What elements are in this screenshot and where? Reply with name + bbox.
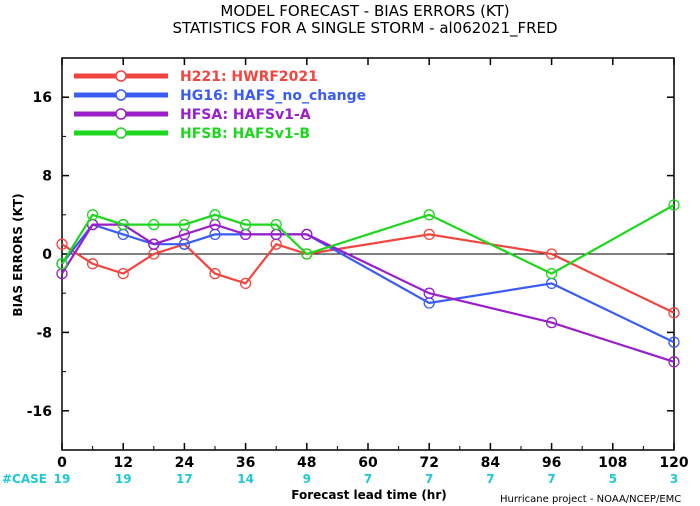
case-count: 7: [547, 472, 555, 486]
credit-text: Hurricane project - NOAA/NCEP/EMC: [500, 494, 681, 505]
data-point: [668, 356, 680, 368]
legend-marker: [115, 89, 127, 101]
case-label: #CASE: [2, 472, 47, 486]
legend-item-hfsa: HFSA: HAFSv1-A: [74, 107, 311, 123]
x-tick-label: 60: [358, 455, 378, 471]
data-point: [148, 238, 160, 250]
data-point: [117, 218, 129, 231]
data-point: [117, 267, 129, 280]
x-tick-label: 12: [113, 455, 132, 471]
x-tick-label: 108: [598, 455, 627, 471]
x-tick-label: 72: [419, 455, 438, 471]
series-line: [61, 223, 675, 344]
case-count: 14: [237, 472, 254, 486]
legend: H221: HWRF2021 HG16: HAFS_no_change HFSA: …: [74, 69, 366, 142]
data-point: [545, 248, 558, 260]
case-count: 3: [670, 472, 678, 486]
case-count: 5: [609, 472, 617, 486]
legend-label: H221: HWRF2021: [180, 69, 318, 85]
legend-marker: [115, 127, 127, 139]
data-point: [423, 287, 435, 299]
data-point: [270, 218, 282, 231]
y-tick-label: -16: [27, 404, 52, 420]
case-count: 7: [486, 472, 494, 486]
data-point: [423, 228, 435, 241]
series-hg16: [56, 218, 680, 348]
legend-label: HFSA: HAFSv1-A: [180, 107, 311, 123]
y-tick-label: 0: [42, 247, 52, 263]
data-point: [239, 277, 252, 290]
chart-title: MODEL FORECAST - BIAS ERRORS (KT): [220, 2, 509, 20]
x-tick-label: 48: [297, 455, 316, 471]
data-point: [668, 307, 680, 319]
case-count: 7: [425, 472, 433, 486]
x-axis-label: Forecast lead time (hr): [291, 488, 447, 502]
legend-item-hfsb: HFSB: HAFSv1-B: [74, 126, 310, 142]
data-point: [668, 336, 680, 348]
y-tick-label: 8: [42, 169, 52, 185]
plot-area: 0 12 24 36 48 60 72 84 96 108 120 16 8 0 -8 -16 19 19 17 14…: [27, 57, 689, 486]
data-point: [545, 267, 558, 280]
x-tick-label: 36: [236, 455, 255, 471]
y-tick-label: -8: [36, 325, 52, 341]
case-count: 19: [115, 472, 132, 486]
data-point: [86, 258, 99, 270]
data-point: [545, 316, 558, 329]
data-point: [209, 267, 221, 280]
data-point: [56, 238, 68, 250]
case-count: 17: [176, 472, 193, 486]
y-tick-label: 16: [33, 90, 52, 106]
data-point: [209, 209, 221, 221]
data-point: [423, 209, 435, 221]
x-tick-label: 84: [481, 455, 501, 471]
legend-label: HFSB: HAFSv1-B: [180, 126, 310, 142]
x-tick-label: 24: [175, 455, 195, 471]
case-count: 9: [303, 472, 311, 486]
legend-marker: [115, 108, 127, 120]
legend-label: HG16: HAFS_no_change: [180, 88, 366, 104]
x-tick-label: 96: [542, 455, 561, 471]
x-tick-label: 120: [659, 455, 688, 471]
series-line: [61, 233, 675, 314]
legend-item-hg16: HG16: HAFS_no_change: [74, 88, 366, 104]
case-count: 7: [364, 472, 372, 486]
chart-subtitle: STATISTICS FOR A SINGLE STORM - al062021…: [172, 19, 557, 38]
x-tick-label: 0: [57, 455, 67, 471]
data-point: [56, 258, 68, 270]
data-point: [301, 248, 313, 260]
legend-marker: [115, 70, 127, 82]
series-hfsb: [56, 199, 680, 280]
data-point: [668, 199, 680, 211]
data-point: [178, 218, 191, 231]
data-point: [239, 218, 252, 231]
data-point: [301, 228, 313, 241]
y-axis-label: BIAS ERRORS (KT): [11, 193, 25, 316]
data-point: [148, 218, 160, 231]
series-hfsa: [56, 218, 680, 368]
case-count: 19: [54, 472, 71, 486]
legend-item-h221: H221: HWRF2021: [74, 69, 318, 85]
data-point: [86, 209, 99, 221]
